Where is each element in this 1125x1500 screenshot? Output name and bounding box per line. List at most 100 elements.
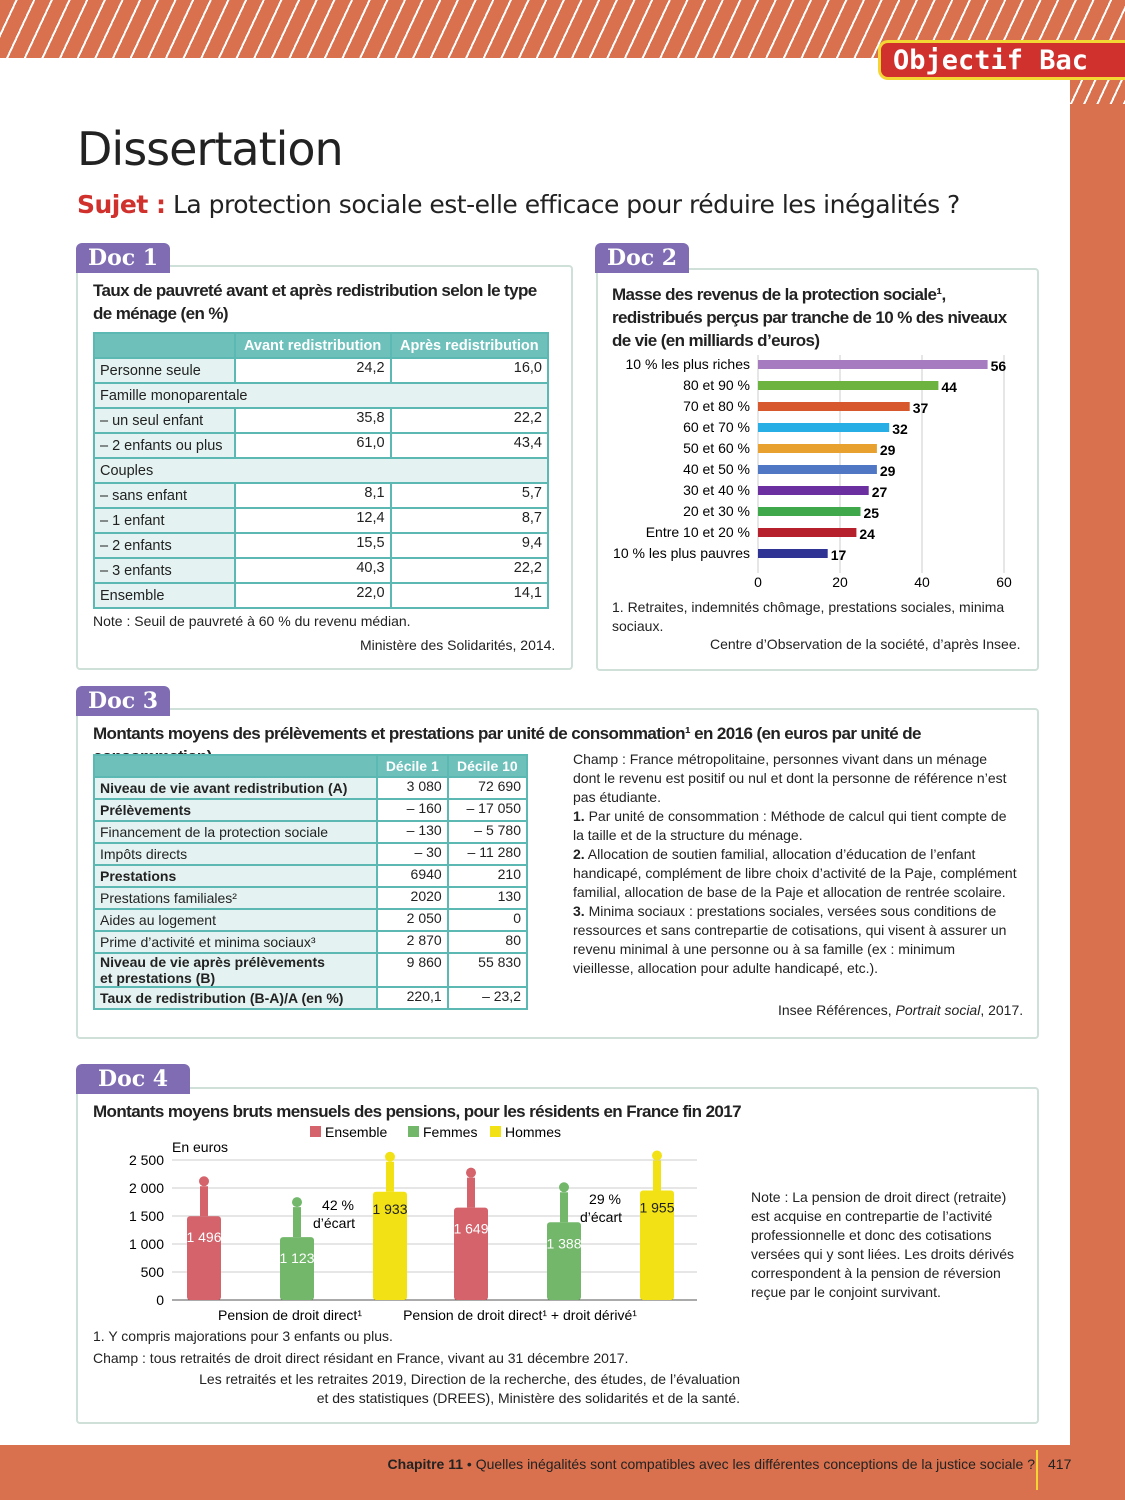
bar <box>758 465 877 474</box>
value-label: 1 496 <box>186 1229 221 1245</box>
cell-value: 9 860 <box>375 952 449 988</box>
doc3-note: 1. Par unité de consommation : Méthode d… <box>573 808 1007 843</box>
legend-swatch <box>408 1126 419 1137</box>
legend-swatch <box>310 1126 321 1137</box>
header-row: Avant redistribution Après redistribution <box>93 332 550 359</box>
person-head-icon <box>199 1176 209 1187</box>
bar <box>758 402 910 411</box>
row-label: – 3 enfants <box>93 557 236 584</box>
person-head-icon <box>292 1197 302 1208</box>
legend-label: Ensemble <box>325 1124 387 1140</box>
page-footer: Chapitre 11 • Quelles inégalités sont co… <box>0 1445 1125 1500</box>
value-label: 17 <box>831 547 847 563</box>
doc4-source: Les retraités et les retraites 2019, Dir… <box>199 1371 740 1406</box>
cell-value: 55 830 <box>446 952 529 988</box>
person-icon <box>560 1192 568 1223</box>
x-tick-label: 60 <box>996 574 1012 590</box>
row-label: – 1 enfant <box>93 507 236 534</box>
table-row: – 2 enfants 15,5 9,4 <box>93 532 550 559</box>
doc4-note: Note : La pension de droit direct (retra… <box>751 1189 1015 1300</box>
row-label: Niveau de vie après prélèvements et prest… <box>93 952 378 988</box>
cell-value: – 30 <box>375 842 449 866</box>
doc4-bar-chart: Ensemble Femmes Hommes En euros 0 500 1 000 1 5… <box>129 1124 697 1323</box>
value-label: 56 <box>991 358 1007 374</box>
table-row: Impôts directs – 30– 11 280 <box>93 842 529 866</box>
cell-value: 14,1 <box>389 582 550 609</box>
bar <box>280 1237 314 1300</box>
table-row: Niveau de vie après prélèvements et prest… <box>93 952 529 988</box>
bar <box>758 528 857 537</box>
table-row: Taux de redistribution (B-A)/A (en %) 220… <box>93 986 529 1010</box>
value-label: 24 <box>859 526 875 542</box>
category-label: Entre 10 et 20 % <box>646 524 750 540</box>
cell-value: 72 690 <box>446 776 529 800</box>
table-row: Prime d’activité et minima sociaux³ 2 870… <box>93 930 529 954</box>
value-label: 1 388 <box>546 1235 581 1251</box>
bar <box>758 444 877 453</box>
person-head-icon <box>385 1151 395 1162</box>
doc4-box <box>76 1087 1039 1424</box>
doc3-tab: Doc 3 <box>76 686 171 716</box>
row-label: Prélèvements <box>93 798 378 822</box>
category-label: 60 et 70 % <box>683 419 750 435</box>
row-label: Prestations <box>93 864 378 888</box>
chapter-title: • Quelles inégalités sont compatibles av… <box>463 1456 1035 1472</box>
table-row: Couples <box>93 457 549 484</box>
category-label: 70 et 80 % <box>683 398 750 414</box>
table-row: Personne seule 24,2 16,0 <box>93 357 550 384</box>
cell-value: 3 080 <box>375 776 449 800</box>
table-row: – un seul enfant 35,8 22,2 <box>93 407 550 434</box>
cell-value: 35,8 <box>233 407 392 434</box>
table-row: Financement de la protection sociale – 13… <box>93 820 529 844</box>
value-label: 29 <box>880 442 896 458</box>
cell-value: 220,1 <box>375 986 449 1010</box>
table-row: Prélèvements – 160– 17 050 <box>93 798 529 822</box>
table-row: Famille monoparentale <box>93 382 549 409</box>
cell-value: 210 <box>446 864 529 888</box>
value-label: 1 649 <box>453 1221 488 1237</box>
chapter-sidebar <box>1070 58 1125 1500</box>
x-tick-label: 0 <box>754 574 762 590</box>
person-head-icon <box>559 1182 569 1193</box>
cell-value: 22,2 <box>389 557 550 584</box>
cell-value: – 5 780 <box>446 820 529 844</box>
doc1-table: Avant redistribution Après redistribution… <box>93 332 550 609</box>
bar <box>758 486 869 495</box>
gap-annotation: d’écart <box>313 1215 355 1231</box>
subject: Sujet : La protection sociale est-elle e… <box>77 190 960 219</box>
doc4-champ: Champ : tous retraités de droit direct r… <box>93 1350 629 1366</box>
bar <box>373 1191 407 1300</box>
value-label: 1 123 <box>279 1250 314 1266</box>
cell-value: 2 050 <box>375 908 449 932</box>
bar <box>187 1216 221 1300</box>
table-row: – 3 enfants 40,3 22,2 <box>93 557 550 584</box>
header-row: Décile 1 Décile 10 <box>93 754 529 778</box>
doc4-footnote: 1. Y compris majorations pour 3 enfants … <box>93 1328 393 1344</box>
x-tick-label: 40 <box>914 574 930 590</box>
value-label: 1 933 <box>372 1201 407 1217</box>
table-row: – sans enfant 8,1 5,7 <box>93 482 550 509</box>
doc2-tab: Doc 2 <box>595 243 690 273</box>
doc3-notes: Champ : France métropolitaine, personnes… <box>573 750 1018 978</box>
doc3-table: Décile 1 Décile 10 Niveau de vie avant red… <box>93 754 529 1010</box>
category-label: 10 % les plus riches <box>625 356 750 372</box>
row-label: Financement de la protection sociale <box>93 820 378 844</box>
legend-label: Femmes <box>423 1124 477 1140</box>
value-label: 44 <box>941 379 957 395</box>
page-number: 417 <box>1036 1450 1071 1490</box>
y-tick-label: 1 000 <box>129 1236 164 1252</box>
cell-value: 8,1 <box>233 482 392 509</box>
person-icon <box>293 1207 301 1238</box>
value-label: 25 <box>864 505 880 521</box>
doc1-note: Note : Seuil de pauvreté à 60 % du reven… <box>93 613 411 629</box>
cell-value: 5,7 <box>389 482 550 509</box>
table-row: – 1 enfant 12,4 8,7 <box>93 507 550 534</box>
category-label: Pension de droit direct¹ + droit dérivé¹ <box>403 1307 637 1323</box>
bar <box>758 360 988 369</box>
person-icon <box>200 1186 208 1217</box>
doc4-title: Montants moyens bruts mensuels des pensi… <box>93 1102 742 1121</box>
table-row: Aides au logement 2 050 0 <box>93 908 529 932</box>
row-label: Famille monoparentale <box>93 382 549 409</box>
category-label: 80 et 90 % <box>683 377 750 393</box>
doc2-bar-chart: 0 20 40 60 10 % les plus riches 56 80 et 90 % 4… <box>613 355 1012 590</box>
